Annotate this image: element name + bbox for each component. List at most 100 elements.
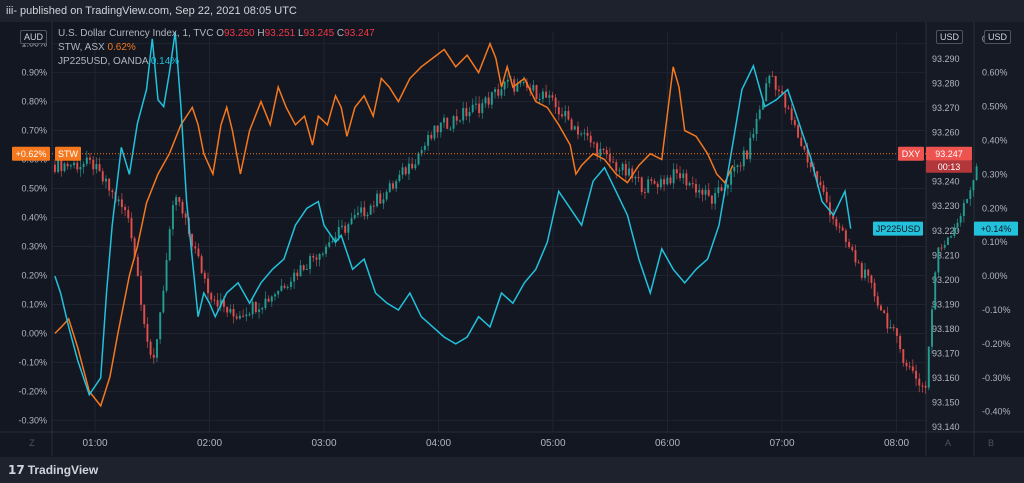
dxy-candle bbox=[63, 163, 66, 172]
dxy-name-badge: DXY bbox=[902, 149, 921, 159]
right-tick-label: -0.20% bbox=[982, 339, 1011, 349]
dxy-candle bbox=[191, 233, 194, 247]
usd-scale-label[interactable]: USD bbox=[936, 30, 964, 44]
dxy-candle bbox=[443, 117, 446, 123]
right-tick-label: 0.10% bbox=[982, 237, 1008, 247]
mid-tick-label: 93.240 bbox=[932, 177, 960, 187]
dxy-candle bbox=[171, 205, 174, 230]
dxy-candle bbox=[458, 120, 461, 122]
jp225-value-badge: +0.14% bbox=[981, 224, 1012, 234]
dxy-candle bbox=[232, 308, 235, 317]
dxy-candle bbox=[175, 197, 178, 206]
dxy-candle bbox=[350, 218, 353, 225]
dxy-candle bbox=[433, 125, 436, 139]
dxy-candle bbox=[946, 237, 949, 245]
dxy-candle bbox=[401, 167, 404, 175]
mid-tick-label: 93.140 bbox=[932, 422, 960, 432]
dxy-candle bbox=[407, 163, 410, 175]
dxy-candle bbox=[165, 260, 168, 291]
dxy-candle bbox=[771, 75, 774, 77]
dxy-candle bbox=[92, 159, 95, 170]
mid-tick-label: 93.170 bbox=[932, 348, 960, 358]
dxy-candle bbox=[599, 148, 602, 156]
dxy-candle bbox=[761, 101, 764, 110]
dxy-candle bbox=[962, 203, 965, 217]
chart-canvas[interactable]: 1.00%0.90%0.80%0.70%0.60%0.50%0.40%0.30%… bbox=[0, 22, 1024, 457]
dxy-candle bbox=[844, 230, 847, 242]
dxy-candle bbox=[162, 290, 165, 313]
right-tick-label: -0.40% bbox=[982, 407, 1011, 417]
dxy-candle bbox=[184, 213, 187, 218]
dxy-candle bbox=[210, 293, 213, 300]
dxy-candle bbox=[899, 335, 902, 350]
dxy-candle bbox=[624, 163, 627, 176]
dxy-candle bbox=[289, 281, 292, 287]
dxy-candle bbox=[975, 166, 978, 181]
dxy-candle bbox=[309, 255, 312, 270]
dxy-candle bbox=[608, 154, 611, 162]
dxy-candle bbox=[784, 93, 787, 108]
dxy-candle bbox=[111, 190, 114, 193]
dxy-candle bbox=[143, 304, 146, 324]
dxy-candle bbox=[637, 177, 640, 179]
dxy-candle bbox=[956, 222, 959, 228]
dxy-candle bbox=[634, 177, 637, 179]
dxy-candle bbox=[586, 132, 589, 136]
left-tick-label: 0.40% bbox=[21, 213, 47, 223]
dxy-candle bbox=[194, 246, 197, 249]
dxy-candle bbox=[53, 164, 56, 172]
dxy-candle bbox=[299, 265, 302, 277]
dxy-candle bbox=[733, 167, 736, 172]
mid-tick-label: 93.150 bbox=[932, 398, 960, 408]
dxy-candle bbox=[857, 262, 860, 264]
dxy-candle bbox=[876, 296, 879, 306]
dxy-candle bbox=[356, 212, 359, 216]
dxy-candle bbox=[755, 118, 758, 134]
dxy-candle bbox=[777, 89, 780, 92]
dxy-candle bbox=[551, 95, 554, 98]
dxy-candle bbox=[325, 246, 328, 254]
dxy-candle bbox=[130, 218, 133, 239]
dxy-candle bbox=[969, 190, 972, 199]
dxy-candle bbox=[427, 134, 430, 146]
left-tick-label: 0.20% bbox=[21, 270, 47, 280]
dxy-candle bbox=[251, 301, 254, 315]
dxy-candle bbox=[934, 272, 937, 310]
mid-tick-label: 93.220 bbox=[932, 226, 960, 236]
dxy-candle bbox=[267, 298, 270, 302]
dxy-candle bbox=[152, 354, 155, 358]
dxy-candle bbox=[596, 143, 599, 156]
dxy-candle bbox=[404, 167, 407, 175]
dxy-candle bbox=[535, 85, 538, 100]
tradingview-logo[interactable]: 17 TradingView bbox=[8, 463, 99, 477]
dxy-candle bbox=[730, 171, 733, 185]
left-tick-label: 0.90% bbox=[21, 68, 47, 78]
dxy-candle bbox=[286, 286, 289, 288]
dxy-candle bbox=[615, 162, 618, 172]
usd-scale-label-right[interactable]: USD bbox=[984, 30, 1012, 44]
aud-scale-label[interactable]: AUD bbox=[20, 30, 48, 44]
dxy-candle bbox=[363, 207, 366, 217]
mid-tick-label: 93.230 bbox=[932, 201, 960, 211]
dxy-candle bbox=[497, 89, 500, 96]
dxy-candle bbox=[226, 306, 229, 313]
dxy-candle bbox=[391, 183, 394, 189]
dxy-candle bbox=[937, 247, 940, 273]
legend-jp: JP225USD, OANDA 0.14% bbox=[58, 56, 180, 67]
time-tick-label: 07:00 bbox=[769, 438, 794, 449]
dxy-candle bbox=[258, 309, 261, 313]
dxy-candle bbox=[328, 242, 331, 247]
dxy-candle bbox=[117, 199, 120, 202]
time-tick-label: 03:00 bbox=[311, 438, 336, 449]
dxy-candle bbox=[181, 201, 184, 214]
scale-mode-label: A bbox=[945, 438, 951, 448]
dxy-candle bbox=[369, 205, 372, 215]
dxy-candle bbox=[197, 248, 200, 257]
dxy-candle bbox=[439, 122, 442, 133]
dxy-candle bbox=[736, 165, 739, 168]
dxy-candle bbox=[73, 162, 76, 166]
right-tick-label: 0.60% bbox=[982, 68, 1008, 78]
dxy-candle bbox=[704, 189, 707, 195]
dxy-candle bbox=[841, 227, 844, 231]
dxy-candle bbox=[280, 285, 283, 291]
